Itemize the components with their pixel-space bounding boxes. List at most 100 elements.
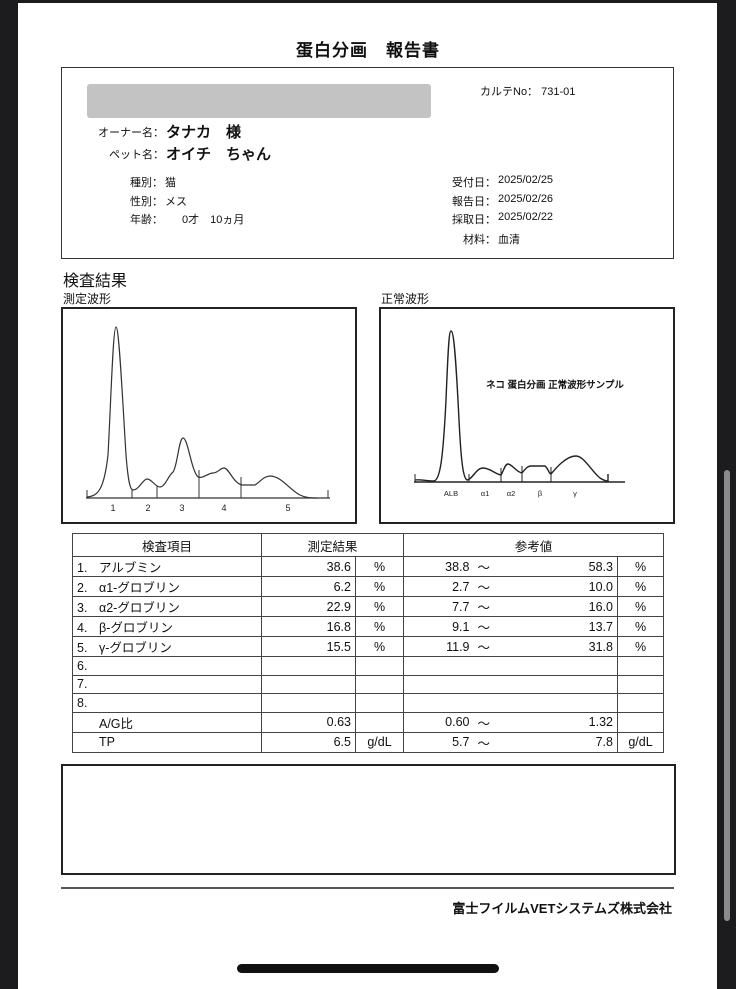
- age-label: 年齢：: [130, 214, 163, 226]
- row-number: 3.: [77, 601, 88, 615]
- result-value: 6.2: [333, 579, 351, 594]
- result-cell: [261, 693, 356, 713]
- result-value: 22.9: [326, 599, 351, 614]
- fraction-label: γ: [573, 489, 577, 498]
- unit-cell: %: [355, 616, 404, 637]
- reported-date: 2025/02/26: [498, 193, 554, 205]
- item-name: α1-グロブリン: [99, 581, 180, 595]
- fraction-label: 3: [179, 503, 184, 513]
- comment-box: [61, 764, 676, 875]
- result-value: 16.8: [326, 619, 351, 634]
- fraction-label: α1: [481, 489, 490, 498]
- results-section-title: 検査結果: [63, 273, 128, 290]
- unit-cell: %: [355, 576, 404, 597]
- ref-low: 9.1: [452, 619, 470, 634]
- unit-cell: %: [355, 556, 404, 577]
- item-cell: 1. アルブミン: [72, 556, 262, 577]
- normal-wave-caption: ネコ 蛋白分画 正常波形サンプル: [486, 379, 624, 391]
- ref-tilde: ～: [477, 736, 491, 751]
- ref-low: 11.9: [446, 639, 470, 654]
- unit-cell: [355, 656, 404, 676]
- ref-unit-cell: [617, 693, 664, 713]
- ref-low: 5.7: [452, 735, 470, 749]
- result-value: 6.5: [333, 735, 351, 749]
- item-name: A/G比: [99, 716, 134, 731]
- ref-high-cell: 1.32: [513, 711, 618, 733]
- table-row: 3. α2-グロブリン 22.9% 7.7 ～ 16.0%: [72, 596, 664, 617]
- item-name: TP: [99, 735, 115, 749]
- pet-name: オイチ ちゃん: [166, 146, 272, 163]
- ref-high: 10.0: [588, 579, 613, 594]
- table-row: A/G比 0.63 0.60 ～ 1.32: [72, 711, 664, 733]
- ref-tilde-cell: [473, 674, 514, 694]
- table-row: 2. α1-グロブリン 6.2% 2.7 ～ 10.0%: [72, 576, 664, 597]
- header-result: 測定結果: [261, 533, 404, 557]
- result-cell: 0.63: [261, 711, 356, 733]
- scrollbar-thumb[interactable]: [724, 470, 730, 921]
- item-cell: 5. γ-グロブリン: [72, 636, 262, 657]
- fraction-label: 1: [110, 503, 115, 513]
- result-cell: [261, 656, 356, 676]
- item-name: アルブミン: [99, 561, 162, 575]
- normal-waveform-curve: [414, 330, 609, 482]
- ref-low-cell: [403, 656, 474, 676]
- results-table: 検査項目 測定結果 参考値 1. アルブミン 38.6% 38.8 ～ 58.3% 2. α1…: [72, 533, 664, 753]
- row-number: 6.: [77, 658, 88, 673]
- table-row: 4. β-グロブリン 16.8% 9.1 ～ 13.7%: [72, 616, 664, 637]
- result-cell: [261, 674, 356, 694]
- ref-unit-cell: %: [617, 596, 664, 617]
- ref-tilde-cell: ～: [473, 731, 514, 753]
- ref-tilde-cell: [473, 693, 514, 713]
- material-label: 材料：: [463, 234, 496, 246]
- ref-low: 0.60: [445, 715, 470, 729]
- ref-high-cell: [513, 693, 618, 713]
- sex-label: 性別：: [130, 196, 163, 208]
- home-indicator[interactable]: [237, 964, 499, 973]
- ref-unit: %: [634, 639, 647, 654]
- ref-tilde: ～: [477, 716, 491, 731]
- patient-info-box: [61, 67, 674, 259]
- table-row: 7.: [72, 674, 664, 694]
- table-row: 8.: [72, 693, 664, 713]
- ref-tilde-cell: ～: [473, 596, 514, 617]
- ref-unit: %: [634, 579, 647, 594]
- ref-high-cell: 7.8: [513, 731, 618, 753]
- unit-cell: [355, 674, 404, 694]
- ref-unit: %: [634, 619, 647, 634]
- unit-cell: [355, 693, 404, 713]
- ref-low: 2.7: [452, 579, 470, 594]
- header-item: 検査項目: [72, 533, 262, 557]
- normal-wave-title: 正常波形: [381, 292, 430, 306]
- row-number: 1.: [77, 561, 88, 575]
- ref-tilde-cell: ～: [473, 636, 514, 657]
- received-label: 受付日：: [452, 177, 496, 189]
- ref-high-cell: 10.0: [513, 576, 618, 597]
- ref-unit-cell: [617, 656, 664, 676]
- table-row: 6.: [72, 656, 664, 676]
- ref-high: 58.3: [588, 559, 613, 574]
- ref-low: 38.8: [445, 559, 470, 574]
- normal-waveform-chart: ネコ 蛋白分画 正常波形サンプル ALB α1 α2 β γ: [379, 307, 675, 524]
- sex-value: メス: [165, 196, 187, 208]
- ref-unit-cell: [617, 711, 664, 733]
- measured-waveform-svg: 1 2 3 4 5: [86, 326, 330, 513]
- measured-waveform-chart: 1 2 3 4 5: [61, 307, 357, 524]
- ref-unit-cell: g/dL: [617, 731, 664, 753]
- result-cell: 16.8: [261, 616, 356, 637]
- fraction-label: 2: [145, 503, 150, 513]
- redacted-clinic-name: [87, 84, 431, 118]
- received-date: 2025/02/25: [498, 174, 554, 186]
- owner-name: タナカ 様: [166, 124, 242, 141]
- unit-cell: %: [355, 596, 404, 617]
- ref-high: 13.7: [588, 619, 613, 634]
- result-unit: %: [373, 619, 386, 634]
- result-value: 38.6: [326, 559, 351, 574]
- ref-unit-cell: %: [617, 616, 664, 637]
- result-unit: %: [373, 599, 386, 614]
- row-number: 5.: [77, 641, 88, 655]
- result-value: 0.63: [326, 715, 351, 729]
- item-name: α2-グロブリン: [99, 601, 180, 615]
- ref-low-cell: 11.9: [403, 636, 474, 657]
- results-table-body: 1. アルブミン 38.6% 38.8 ～ 58.3% 2. α1-グロブリン 6.2% 2.7 ～…: [72, 556, 664, 753]
- ref-tilde: ～: [477, 601, 491, 615]
